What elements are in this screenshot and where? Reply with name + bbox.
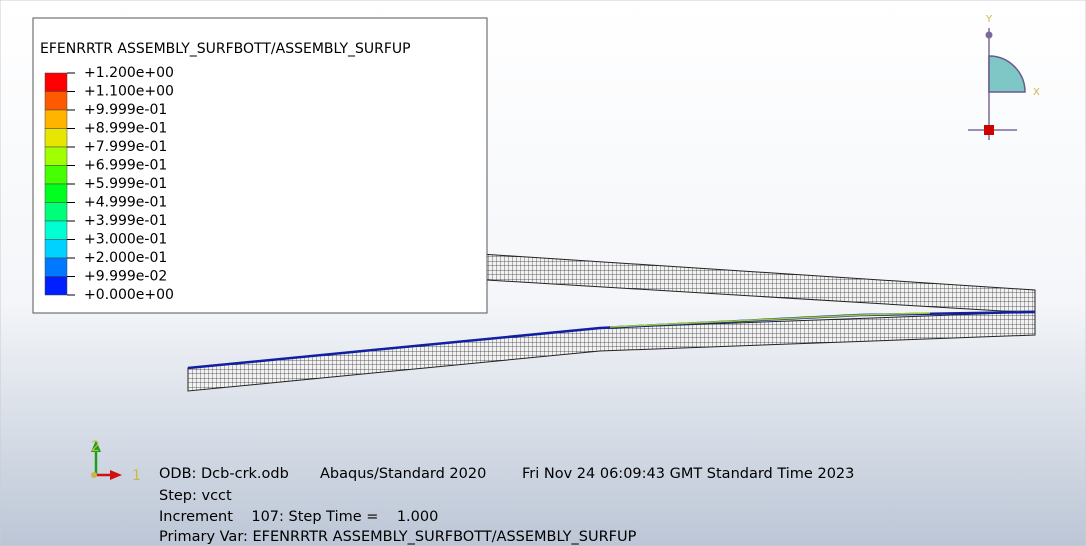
legend-label: +6.999e-01: [84, 158, 167, 174]
view-knob: [986, 32, 993, 39]
view-y-label: Y: [985, 14, 993, 25]
legend-label: +9.999e-01: [84, 102, 167, 118]
legend-label: +1.200e+00: [84, 65, 174, 81]
legend-label: +4.999e-01: [84, 195, 167, 211]
legend-swatch: [45, 258, 67, 277]
increment: Increment 107: Step Time = 1.000: [159, 509, 438, 525]
triad-origin: [91, 472, 97, 478]
legend-label: +5.999e-01: [84, 176, 167, 192]
legend-title: EFENRRTR ASSEMBLY_SURFBOTT/ASSEMBLY_SURF…: [40, 41, 411, 57]
legend-label: +1.100e+00: [84, 84, 174, 100]
solver-version: Abaqus/Standard 2020: [320, 466, 486, 482]
date: Fri Nov 24 06:09:43 GMT Standard Time 20…: [522, 466, 854, 482]
legend-label: +9.999e-02: [84, 269, 167, 285]
legend-label: +7.999e-01: [84, 139, 167, 155]
primary-var: Primary Var: EFENRRTR ASSEMBLY_SURFBOTT/…: [159, 529, 637, 545]
step: Step: vcct: [159, 488, 232, 504]
view-x-label: X: [1033, 87, 1040, 98]
legend-swatch: [45, 129, 67, 148]
legend-label: +2.000e-01: [84, 250, 167, 266]
legend-label: +3.000e-01: [84, 232, 167, 248]
legend-label: +0.000e+00: [84, 287, 174, 303]
legend-label: +8.999e-01: [84, 121, 167, 137]
legend-label: +3.999e-01: [84, 213, 167, 229]
legend-swatch: [45, 110, 67, 129]
legend-swatch: [45, 92, 67, 111]
legend-swatch: [45, 277, 67, 296]
triad-label-1: 1: [132, 468, 141, 484]
odb-name: ODB: Dcb-crk.odb: [159, 466, 289, 482]
page: EFENRRTR ASSEMBLY_SURFBOTT/ASSEMBLY_SURF…: [0, 0, 1086, 546]
legend-swatch: [45, 203, 67, 222]
legend: EFENRRTR ASSEMBLY_SURFBOTT/ASSEMBLY_SURF…: [33, 18, 487, 313]
legend-swatch: [45, 166, 67, 185]
legend-swatch: [45, 73, 67, 92]
viewport: EFENRRTR ASSEMBLY_SURFBOTT/ASSEMBLY_SURF…: [0, 0, 1086, 546]
legend-swatch: [45, 221, 67, 240]
legend-swatch: [45, 147, 67, 166]
legend-swatch: [45, 184, 67, 203]
view-origin: [984, 125, 994, 135]
legend-swatch: [45, 240, 67, 259]
triad-label-2: 2: [91, 439, 100, 455]
